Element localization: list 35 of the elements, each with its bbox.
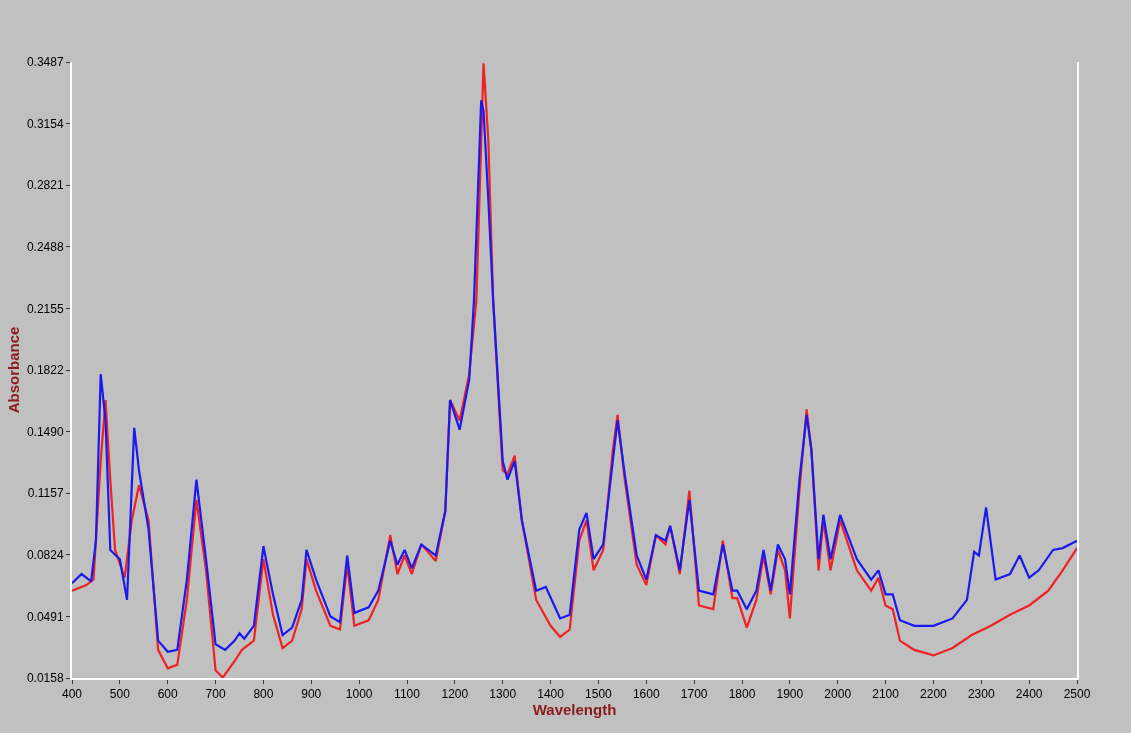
x-tick-label: 500 xyxy=(109,687,131,702)
y-tick-label: 0.3487 xyxy=(26,55,64,70)
y-tick-label: 0.2155 xyxy=(26,301,64,316)
x-tick-label: 1100 xyxy=(394,687,421,702)
y-tick-label: 0.0158 xyxy=(26,671,64,686)
x-tick-label: 1500 xyxy=(585,687,613,702)
x-tick-label: 400 xyxy=(61,687,83,702)
y-tick-label: 0.0824 xyxy=(26,547,64,562)
x-tick-label: 700 xyxy=(205,687,226,702)
x-tick-label: 1400 xyxy=(537,687,565,702)
y-tick-label: 0.0491 xyxy=(26,609,64,624)
y-tick-label: 0.1490 xyxy=(26,424,64,439)
x-tick-label: 1200 xyxy=(441,687,469,702)
x-tick-label: 1900 xyxy=(776,687,804,702)
x-tick-label: 2100 xyxy=(872,687,900,702)
y-tick-label: 0.1157 xyxy=(27,486,64,501)
x-tick-label: 2500 xyxy=(1063,687,1091,702)
y-tick-label: 0.2821 xyxy=(26,178,64,193)
x-tick-label: 2400 xyxy=(1015,687,1043,702)
y-tick-label: 0.1822 xyxy=(26,363,64,378)
x-tick-label: 1700 xyxy=(680,687,708,702)
x-tick-label: 2200 xyxy=(920,687,948,702)
x-tick-label: 1300 xyxy=(489,687,517,702)
y-tick-label: 0.2488 xyxy=(26,240,64,255)
x-tick-label: 1000 xyxy=(345,687,373,702)
y-axis-title: Absorbance xyxy=(4,326,22,414)
x-tick-label: 900 xyxy=(301,687,322,702)
x-tick-label: 600 xyxy=(157,687,179,702)
y-tick-label: 0.3154 xyxy=(26,116,64,131)
x-axis-title: Wavelength xyxy=(532,701,617,719)
x-tick-label: 2300 xyxy=(967,687,995,702)
x-tick-label: 2000 xyxy=(824,687,852,702)
x-tick-label: 800 xyxy=(253,687,274,702)
x-tick-label: 1600 xyxy=(632,687,660,702)
x-tick-label: 1800 xyxy=(728,687,756,702)
